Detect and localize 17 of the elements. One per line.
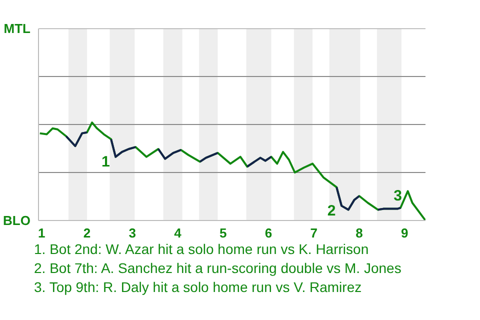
- text: MTL: [4, 21, 31, 36]
- x-tick-label: 5: [220, 226, 227, 240]
- annotation: 2: [327, 202, 336, 220]
- x-tick-label: 6: [264, 226, 272, 240]
- x-tick-label: 2: [83, 226, 91, 240]
- text: 3. Top 9th: R. Daly hit a solo home run vs V. Ramirez: [34, 279, 362, 295]
- x-tick-label: 4: [174, 226, 182, 240]
- x-tick-label: 7: [310, 226, 318, 240]
- x-tick-label: 3: [128, 226, 136, 240]
- text: BLO: [3, 213, 31, 228]
- x-tick-label: 8: [356, 226, 363, 240]
- x-tick-label: 9: [401, 226, 408, 240]
- annotation: 3: [394, 188, 402, 205]
- text: 1. Bot 2nd: W. Azar hit a solo home run vs K. Harrison: [34, 241, 369, 257]
- x-tick-label: 1: [38, 226, 46, 240]
- text: 2. Bot 7th: A. Sanchez hit a run-scoring double vs M. Jones: [34, 260, 402, 276]
- annotation: 1: [101, 153, 110, 170]
